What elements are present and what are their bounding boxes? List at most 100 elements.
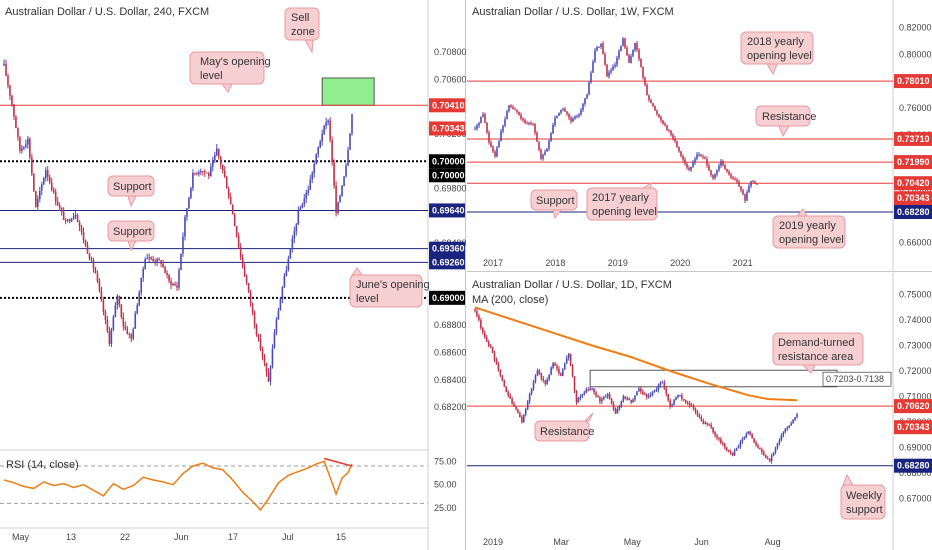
chart-240-candle-body-100 [102,299,105,312]
chart-daily-candle-body-298 [764,454,767,459]
chart-daily-y-tick-1: 0.74000 [899,315,932,325]
chart-daily-candle-body-314 [780,435,783,441]
chart-daily-candle-body-134 [604,396,607,398]
chart-weekly-y-tick-0: 0.82000 [899,22,932,32]
chart-daily-candle-body-174 [643,393,646,395]
chart-daily-candle-body-232 [700,417,703,421]
chart-daily-candle-body-312 [778,440,781,444]
chart-240-svg: 75.00 50.00 25.000.708000.706000.702000.69… [0,0,466,550]
chart-daily-candle-body-276 [743,437,746,440]
chart-daily-candle-body-66 [538,370,541,374]
chart-daily-candle-body-226 [694,409,697,413]
chart-pane-daily[interactable]: 0.750000.740000.730000.720000.710000.700… [467,273,932,550]
chart-daily-candle-body-140 [610,398,613,404]
chart-240-candle-body-324 [325,122,327,126]
chart-daily-candle-body-142 [612,403,615,410]
chart-daily-candle-body-122 [593,388,595,393]
chart-240-candle-body-306 [307,189,310,193]
chart-240-candle-body-170 [172,283,174,285]
chart-240-candle-body-264 [265,363,268,373]
chart-240-price-label-bg-5 [429,241,465,256]
chart-daily-candle-body-118 [589,388,591,391]
chart-daily-candle-body-320 [786,427,789,429]
chart-daily-x-tick-2: May [624,537,642,547]
chart-240-candle-body-246 [247,283,250,291]
chart-weekly-x-tick-0: 2017 [483,258,503,268]
chart-240-candle-body-272 [273,332,276,349]
chart-240-candle-body-68 [70,219,73,222]
chart-240-price-label-bg-2 [429,154,465,169]
chart-240-price-label-0: 0.70410 [432,100,465,110]
chart-weekly-candle-body-282 [756,183,758,185]
chart-240-candle-body-282 [283,275,286,288]
chart-pane-240[interactable]: 75.00 50.00 25.000.708000.706000.702000.69… [0,0,466,550]
chart-240-candle-body-224 [225,176,228,189]
chart-daily-candle-body-36 [509,395,511,399]
chart-weekly-candle-body-78 [552,124,554,134]
chart-240-candle-body-174 [176,285,178,288]
rsi-tick-0: 75.00 [434,456,457,466]
chart-daily-candle-body-308 [774,447,777,453]
chart-daily-candle-body-56 [528,393,531,402]
chart-240-candle-body-154 [156,259,158,262]
chart-daily-candle-body-162 [632,399,634,403]
chart-240-candle-body-8 [11,95,13,105]
note-support-weekly: Support [530,189,578,220]
chart-240-candle-body-248 [249,290,252,304]
chart-daily-candle-body-6 [480,320,482,328]
chart-weekly-candle-body-274 [748,185,750,193]
chart-240-y-tick-8: 0.68200 [434,402,466,412]
chart-240-candle-body-124 [126,328,129,334]
chart-240-candle-body-104 [106,319,109,332]
chart-daily-candle-body-18 [491,347,494,353]
chart-240-candle-body-202 [204,171,206,173]
note-june-line1: June's opening [356,279,430,291]
chart-weekly-candle-body-246 [720,161,722,166]
chart-240-candle-body-220 [221,164,224,171]
chart-240-candle-body-34 [37,199,39,207]
chart-weekly-candle-body-174 [648,95,650,100]
chart-240-candle-body-218 [219,156,222,165]
chart-pane-weekly[interactable]: 0.820000.800000.780000.760000.740000.720… [467,0,932,272]
chart-240-candle-body-12 [15,116,17,129]
chart-240-candle-body-54 [56,201,59,206]
chart-240-candle-body-342 [343,176,345,186]
chart-240-candle-body-56 [58,205,61,209]
chart-weekly-candle-body-102 [576,116,578,118]
chart-daily-candle-body-330 [796,413,798,418]
chart-240-candle-body-206 [208,173,210,177]
chart-daily-candle-body-4 [478,315,480,321]
chart-240-candle-body-158 [160,260,162,264]
chart-daily-candle-body-286 [753,438,755,443]
chart-weekly-candle-body-50 [524,120,526,124]
note-sell-line1: Sell [291,12,309,24]
chart-daily-candle-body-300 [766,458,769,460]
chart-weekly-candle-body-280 [754,181,756,184]
chart-240-candle-body-162 [164,266,166,273]
chart-240-x-tick-1: 13 [66,532,76,542]
chart-daily-candle-body-188 [657,385,660,390]
note-weekly-line2: support [846,504,883,516]
note-demand-line1: Demand-turned [778,337,854,349]
chart-daily-candle-body-130 [601,399,603,402]
chart-weekly-candle-body-138 [612,66,614,71]
chart-daily-candle-body-10 [483,332,486,338]
chart-daily-candle-body-168 [638,388,640,392]
chart-daily-price-label-bg-1 [894,420,932,435]
chart-daily-y-tick-0: 0.75000 [899,290,932,300]
chart-daily-candle-body-112 [583,392,586,395]
note-may-opening-line2: level [200,70,223,82]
chart-240-price-label-bg-1 [429,121,465,136]
chart-daily-candle-body-160 [630,399,632,403]
chart-240-candle-body-150 [152,258,154,262]
chart-240-candle-body-86 [88,253,91,260]
chart-daily-candle-body-242 [710,424,712,428]
chart-240-candle-body-26 [29,138,31,158]
chart-weekly-candle-body-36 [510,105,512,108]
chart-weekly-candle-body-16 [490,142,492,147]
chart-weekly-candle-body-260 [734,178,736,180]
chart-240-candle-body-98 [100,290,103,300]
chart-weekly-candle-body-184 [658,114,660,117]
chart-daily-candle-body-260 [727,450,730,452]
note-2018-line1: 2018 yearly [747,36,804,48]
